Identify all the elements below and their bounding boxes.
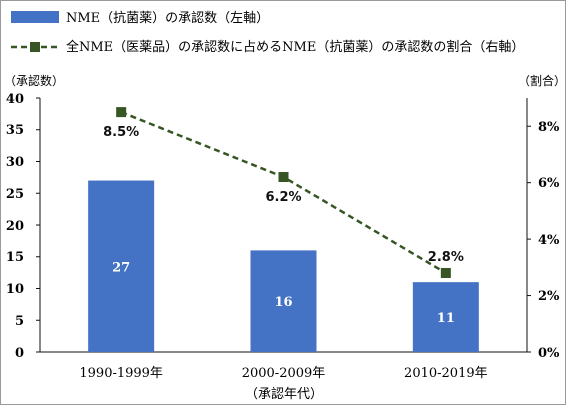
legend-bar-swatch (11, 11, 59, 23)
ratio-point (278, 172, 289, 183)
left-ticks: 0 5 10 15 20 25 30 35 40 (6, 92, 24, 361)
left-tick-label: 30 (6, 155, 24, 170)
right-tick-label: 2% (538, 289, 560, 304)
left-axis-title: （承認数） (4, 73, 64, 88)
right-tick-marks (527, 125, 531, 353)
left-tick-label: 40 (6, 92, 24, 107)
category-label: 2010-2019年 (404, 366, 488, 381)
ratio-value-label: 6.2% (265, 190, 301, 205)
category-labels: 1990-1999年 2000-2009年 2010-2019年 (79, 366, 487, 381)
legend-bar-label: NME（抗菌薬）の承認数（左軸） (66, 10, 269, 26)
left-tick-label: 35 (6, 123, 24, 138)
bar (412, 282, 479, 352)
x-axis-title: （承認年代） (245, 386, 323, 402)
right-axis-title: （割合） (518, 73, 566, 88)
ratio-value-label: 2.8% (428, 250, 464, 265)
ratio-value-label: 8.5% (103, 125, 139, 140)
category-label: 2000-2009年 (242, 366, 326, 381)
ratio-point (116, 107, 127, 118)
right-tick-label: 8% (538, 120, 560, 135)
category-label: 1990-1999年 (79, 366, 163, 381)
left-tick-label: 25 (6, 187, 24, 202)
right-tick-label: 0% (538, 346, 560, 361)
bar (250, 250, 317, 352)
left-tick-label: 10 (6, 282, 24, 297)
left-tick-marks (36, 97, 40, 353)
legend-line-marker (30, 42, 40, 52)
legend-line-label: 全NME（医薬品）の承認数に占めるNME（抗菌薬）の承認数の割合（右軸） (66, 39, 524, 55)
right-tick-label: 4% (538, 233, 560, 248)
right-ticks: 0% 2% 4% 6% 8% (538, 120, 560, 361)
bar-value-label: 27 (112, 260, 130, 275)
ratio-line-series: 8.5% 6.2% 2.8% (103, 107, 464, 278)
left-tick-label: 15 (6, 250, 24, 265)
left-tick-label: 5 (15, 314, 24, 329)
bars: 27 16 11 (88, 180, 479, 352)
bar-value-label: 11 (437, 311, 455, 326)
bar (88, 180, 155, 352)
ratio-point (440, 267, 451, 278)
left-tick-label: 0 (15, 346, 24, 361)
left-tick-label: 20 (6, 219, 24, 234)
right-tick-label: 6% (538, 176, 560, 191)
bar-value-label: 16 (274, 295, 292, 310)
legend: NME（抗菌薬）の承認数（左軸） 全NME（医薬品）の承認数に占めるNME（抗菌… (11, 10, 524, 55)
